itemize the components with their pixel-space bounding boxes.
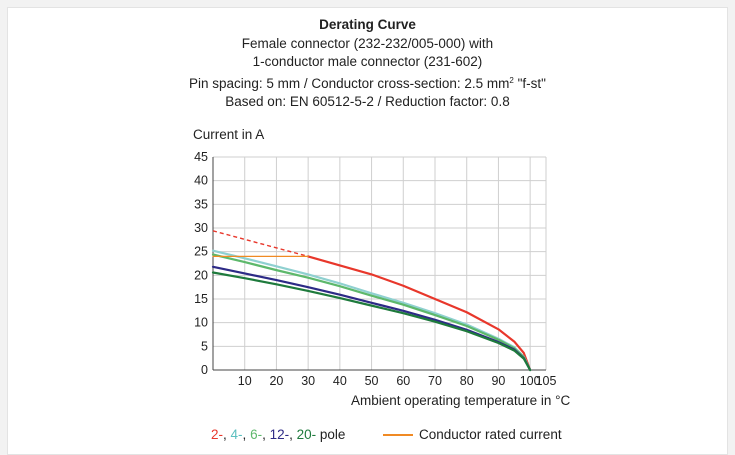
legend-pole-counts: 2-, 4-, 6-, 12-, 20- pole	[211, 427, 345, 442]
x-tick-label: 20	[269, 374, 283, 388]
x-tick-label: 70	[428, 374, 442, 388]
y-tick-label: 45	[194, 150, 208, 164]
series-line	[307, 255, 532, 372]
y-tick-label: 30	[194, 221, 208, 235]
y-tick-label: 25	[194, 245, 208, 259]
chart-title: Derating Curve	[319, 17, 416, 32]
chart-subtitle-line-2: 1-conductor male connector (231-602)	[252, 54, 483, 69]
y-tick-label: 0	[201, 363, 208, 377]
legend-pole-text: 2-	[211, 427, 224, 442]
chart-card	[7, 7, 728, 455]
legend-rated-swatch	[383, 433, 413, 436]
y-tick-label: 15	[194, 292, 208, 306]
legend-pole-text: 20-	[296, 427, 317, 442]
spec-suffix: "f-st"	[513, 75, 546, 91]
x-tick-label: 30	[301, 374, 315, 388]
y-tick-label: 20	[194, 268, 208, 282]
legend-pole-text: ,	[242, 427, 251, 442]
legend-pole-text: pole	[316, 427, 346, 442]
legend-pole-text: 12-	[269, 427, 290, 442]
chart-subtitle-line-1: Female connector (232-232/005-000) with	[241, 35, 494, 51]
legend-pole-text: ,	[223, 427, 231, 442]
y-axis-label: Current in A	[193, 127, 265, 142]
legend-pole-text: 6-	[250, 427, 263, 442]
legend-rated-label: Conductor rated current	[419, 427, 562, 442]
x-tick-label: 40	[333, 374, 347, 388]
y-tick-label: 40	[194, 174, 208, 188]
series-line	[211, 271, 532, 372]
legend-pole-text: 4-	[230, 427, 243, 442]
x-tick-label: 60	[396, 374, 410, 388]
x-tick-label: 100	[520, 374, 541, 388]
spec-superscript: 2	[509, 75, 514, 85]
y-tick-label: 5	[201, 339, 208, 353]
series-line	[211, 253, 532, 372]
legend-rated-current: Conductor rated current	[383, 427, 562, 442]
legend-pole-text: ,	[262, 427, 270, 442]
x-tick-label: 90	[491, 374, 505, 388]
chart-title-block: Derating Curve Female connector (232-232…	[0, 16, 735, 112]
legend-pole-text: ,	[289, 427, 297, 442]
y-tick-label: 35	[194, 197, 208, 211]
chart-subtitle-line-4: Based on: EN 60512-5-2 / Reduction facto…	[225, 94, 510, 109]
series-line-dashed	[212, 230, 309, 258]
x-axis-label: Ambient operating temperature in °C	[351, 393, 571, 408]
x-tick-label: 50	[365, 374, 379, 388]
x-tick-label: 80	[460, 374, 474, 388]
chart-subtitle-line-3: Pin spacing: 5 mm / Conductor cross-sect…	[0, 72, 735, 94]
spec-text: Pin spacing: 5 mm / Conductor cross-sect…	[189, 75, 510, 91]
x-tick-label: 10	[238, 374, 252, 388]
x-tick-label: 105	[536, 374, 557, 388]
y-tick-label: 10	[194, 316, 208, 330]
